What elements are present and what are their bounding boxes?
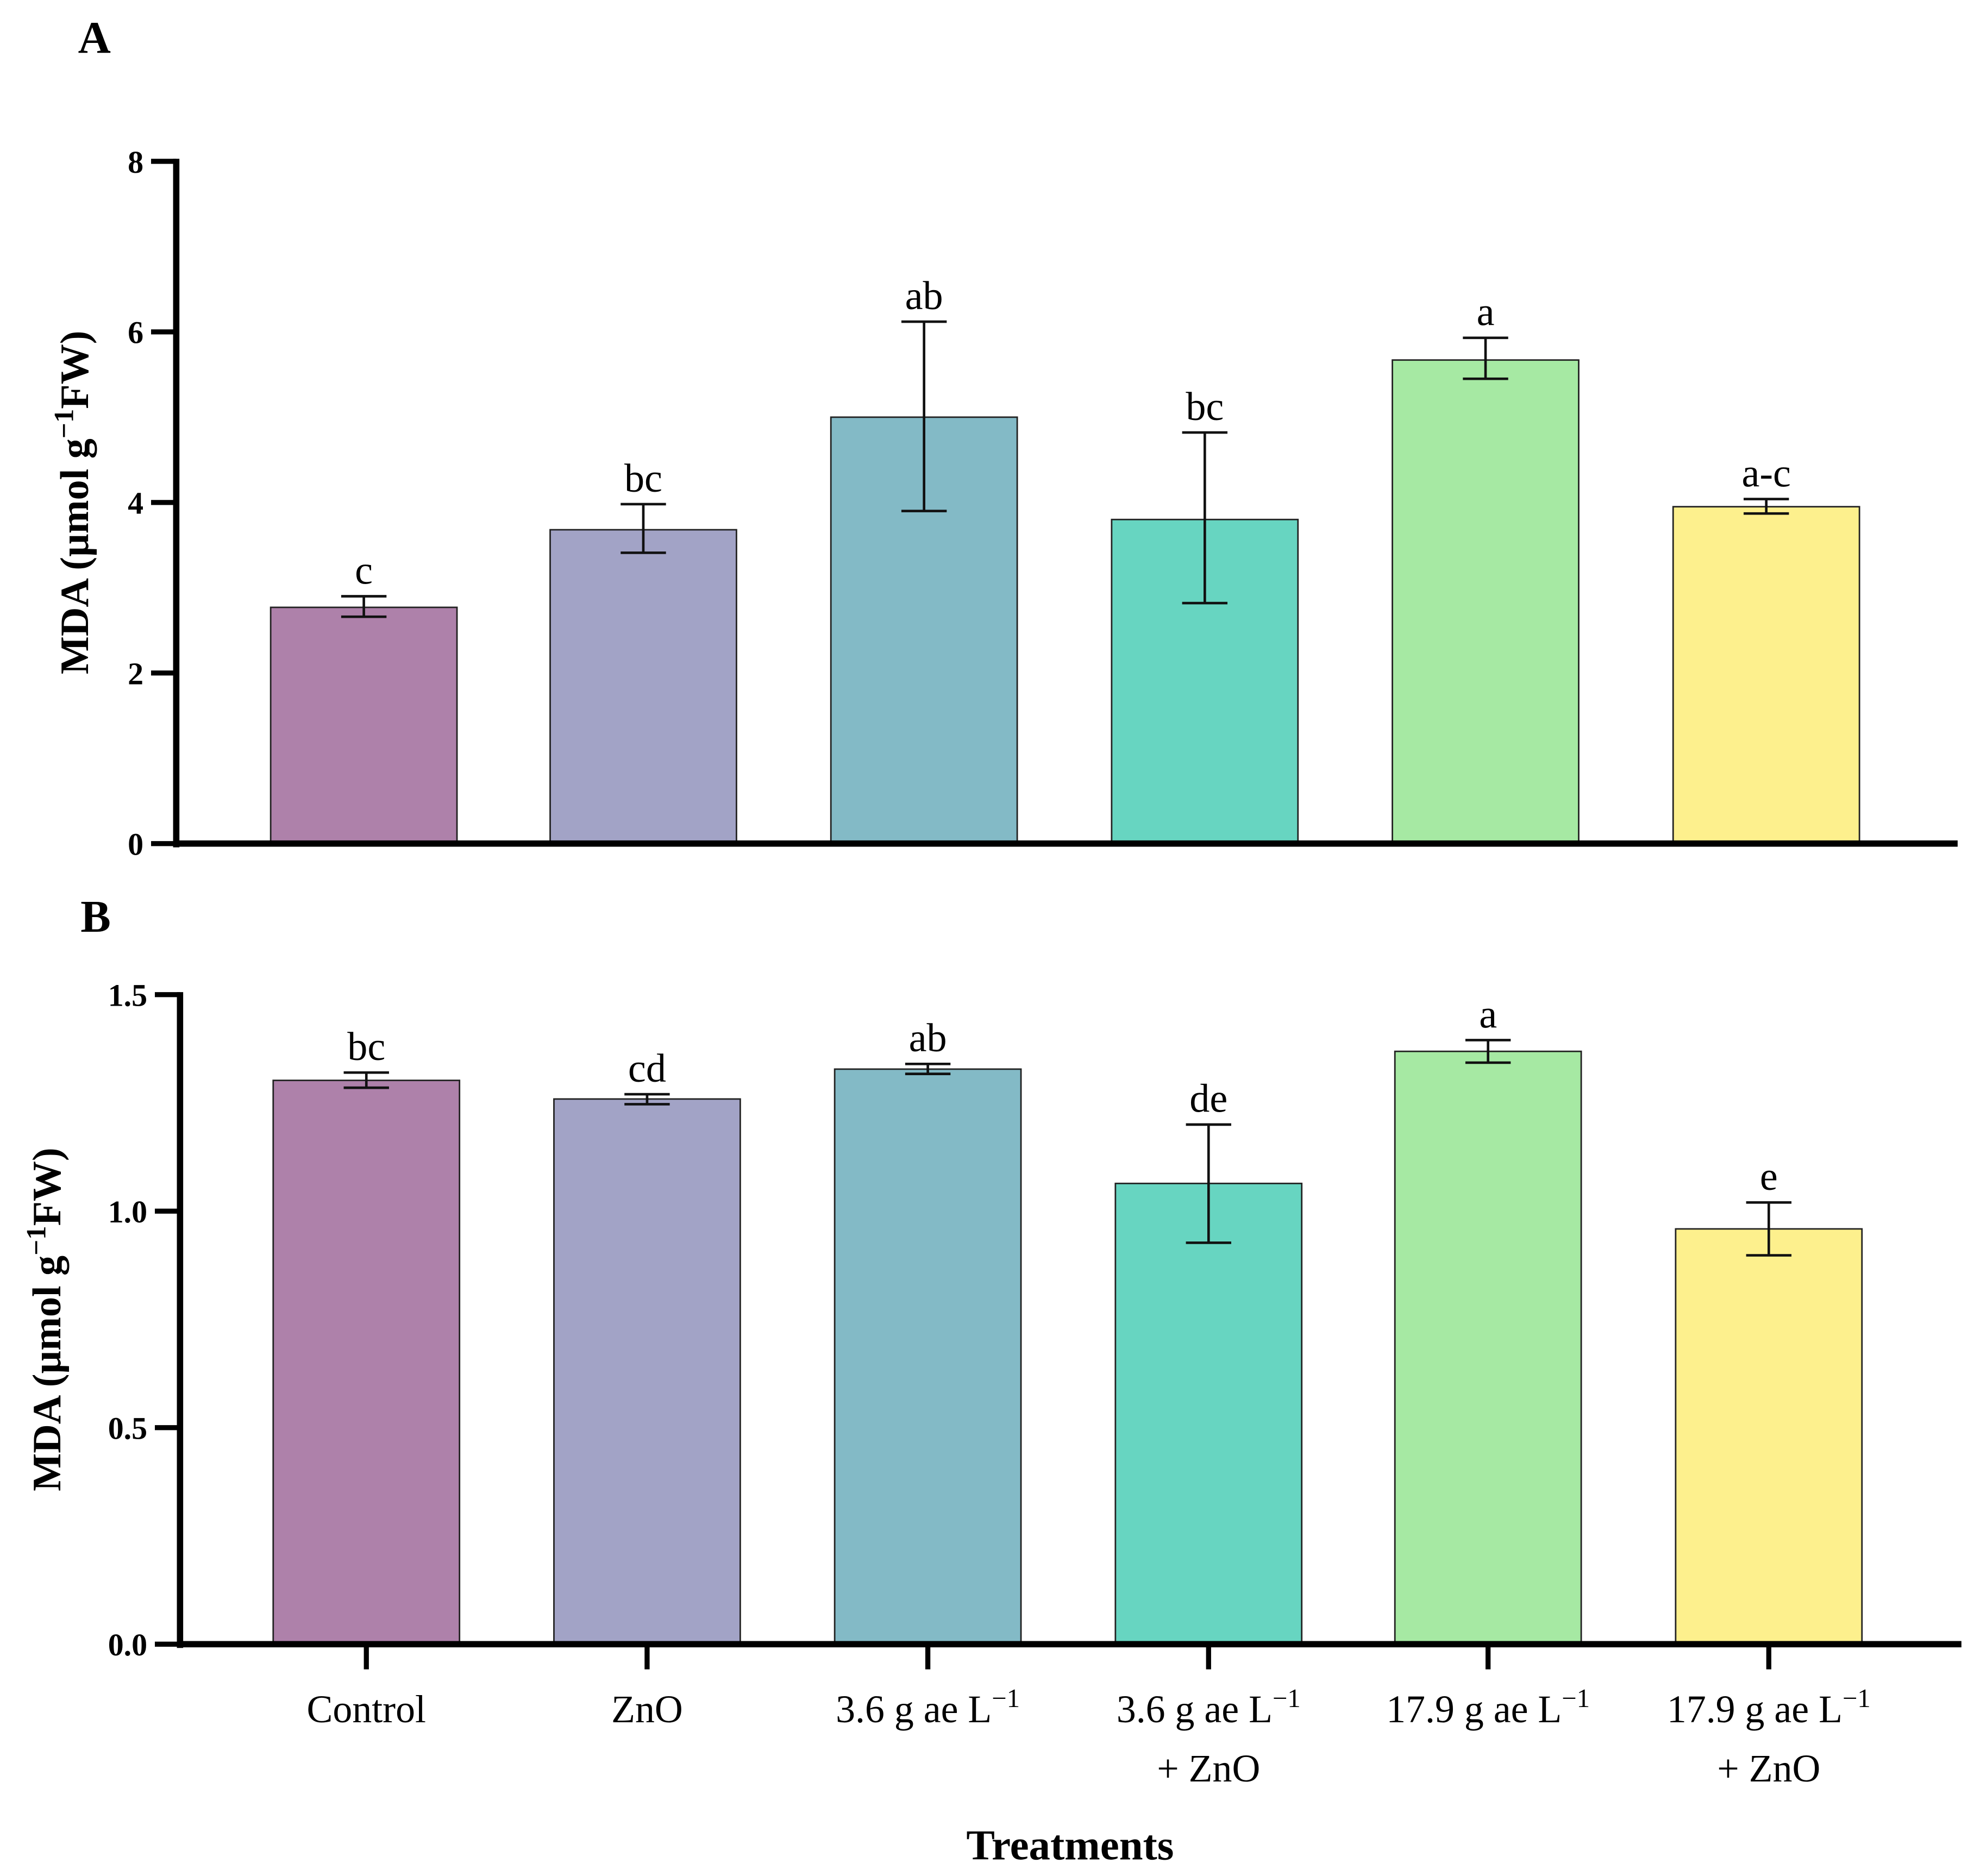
significance-letter: a <box>1477 290 1495 335</box>
bar <box>553 1098 741 1645</box>
bar <box>272 1080 461 1645</box>
panel-label-a: A <box>78 14 111 64</box>
y-tick-label: 1.0 <box>108 1194 147 1229</box>
significance-letter: de <box>1189 1077 1227 1121</box>
panel-b: bc cd ab de a e 0.0 0.5 1.0 1.5 MDA (µmol g−1FW) <box>21 978 1962 1670</box>
y-tick-label: 0 <box>128 827 143 862</box>
y-tick-label: 2 <box>128 656 143 692</box>
bar <box>834 1068 1022 1645</box>
significance-letter: cd <box>628 1046 666 1091</box>
x-tick-label: 3.6 g ae L−1 <box>836 1684 1020 1731</box>
bar <box>1672 506 1860 845</box>
panel-a: c bc ab bc a a-c 0 2 4 6 8 MDA (µmol g−1FW) <box>49 145 1958 862</box>
significance-letter: c <box>355 548 373 593</box>
y-axis-label: MDA (µmol g−1FW) <box>21 1147 70 1491</box>
significance-letter: bc <box>347 1025 385 1069</box>
x-tick-label: 17.9 g ae L−1 <box>1386 1684 1590 1731</box>
x-tick-label: 3.6 g ae L−1 <box>1117 1684 1301 1731</box>
y-tick-label: 8 <box>128 145 143 180</box>
significance-letter: ab <box>905 274 943 318</box>
significance-letter: ab <box>909 1016 947 1061</box>
y-tick-label: 4 <box>128 486 143 521</box>
x-axis-title: Treatments <box>966 1822 1174 1869</box>
x-tick-label-line2: + ZnO <box>1157 1747 1260 1790</box>
bar <box>549 529 737 845</box>
significance-letter: a <box>1479 992 1497 1037</box>
significance-letter: bc <box>624 456 662 501</box>
x-tick-label: ZnO <box>611 1687 683 1731</box>
y-axis-label: MDA (µmol g−1FW) <box>49 331 97 674</box>
x-tick-label: Control <box>307 1687 426 1731</box>
bar <box>270 606 458 845</box>
significance-letter: e <box>1760 1155 1778 1199</box>
significance-letter: a-c <box>1741 451 1791 495</box>
y-tick-label: 1.5 <box>108 978 147 1013</box>
bar <box>1114 1182 1303 1645</box>
panel-label-b: B <box>80 892 111 942</box>
x-axis-labels: Control ZnO 3.6 g ae L−1 3.6 g ae L−1 + ZnO 1… <box>307 1684 1871 1790</box>
bar <box>1675 1228 1863 1645</box>
x-tick-label-line2: + ZnO <box>1717 1747 1820 1790</box>
bar <box>1392 359 1580 845</box>
x-tick-label: 17.9 g ae L−1 <box>1667 1684 1871 1731</box>
significance-letter: bc <box>1186 385 1224 429</box>
bar <box>1394 1050 1582 1645</box>
y-tick-label: 0.0 <box>108 1627 147 1662</box>
y-tick-label: 6 <box>128 315 143 350</box>
y-tick-label: 0.5 <box>108 1411 147 1446</box>
